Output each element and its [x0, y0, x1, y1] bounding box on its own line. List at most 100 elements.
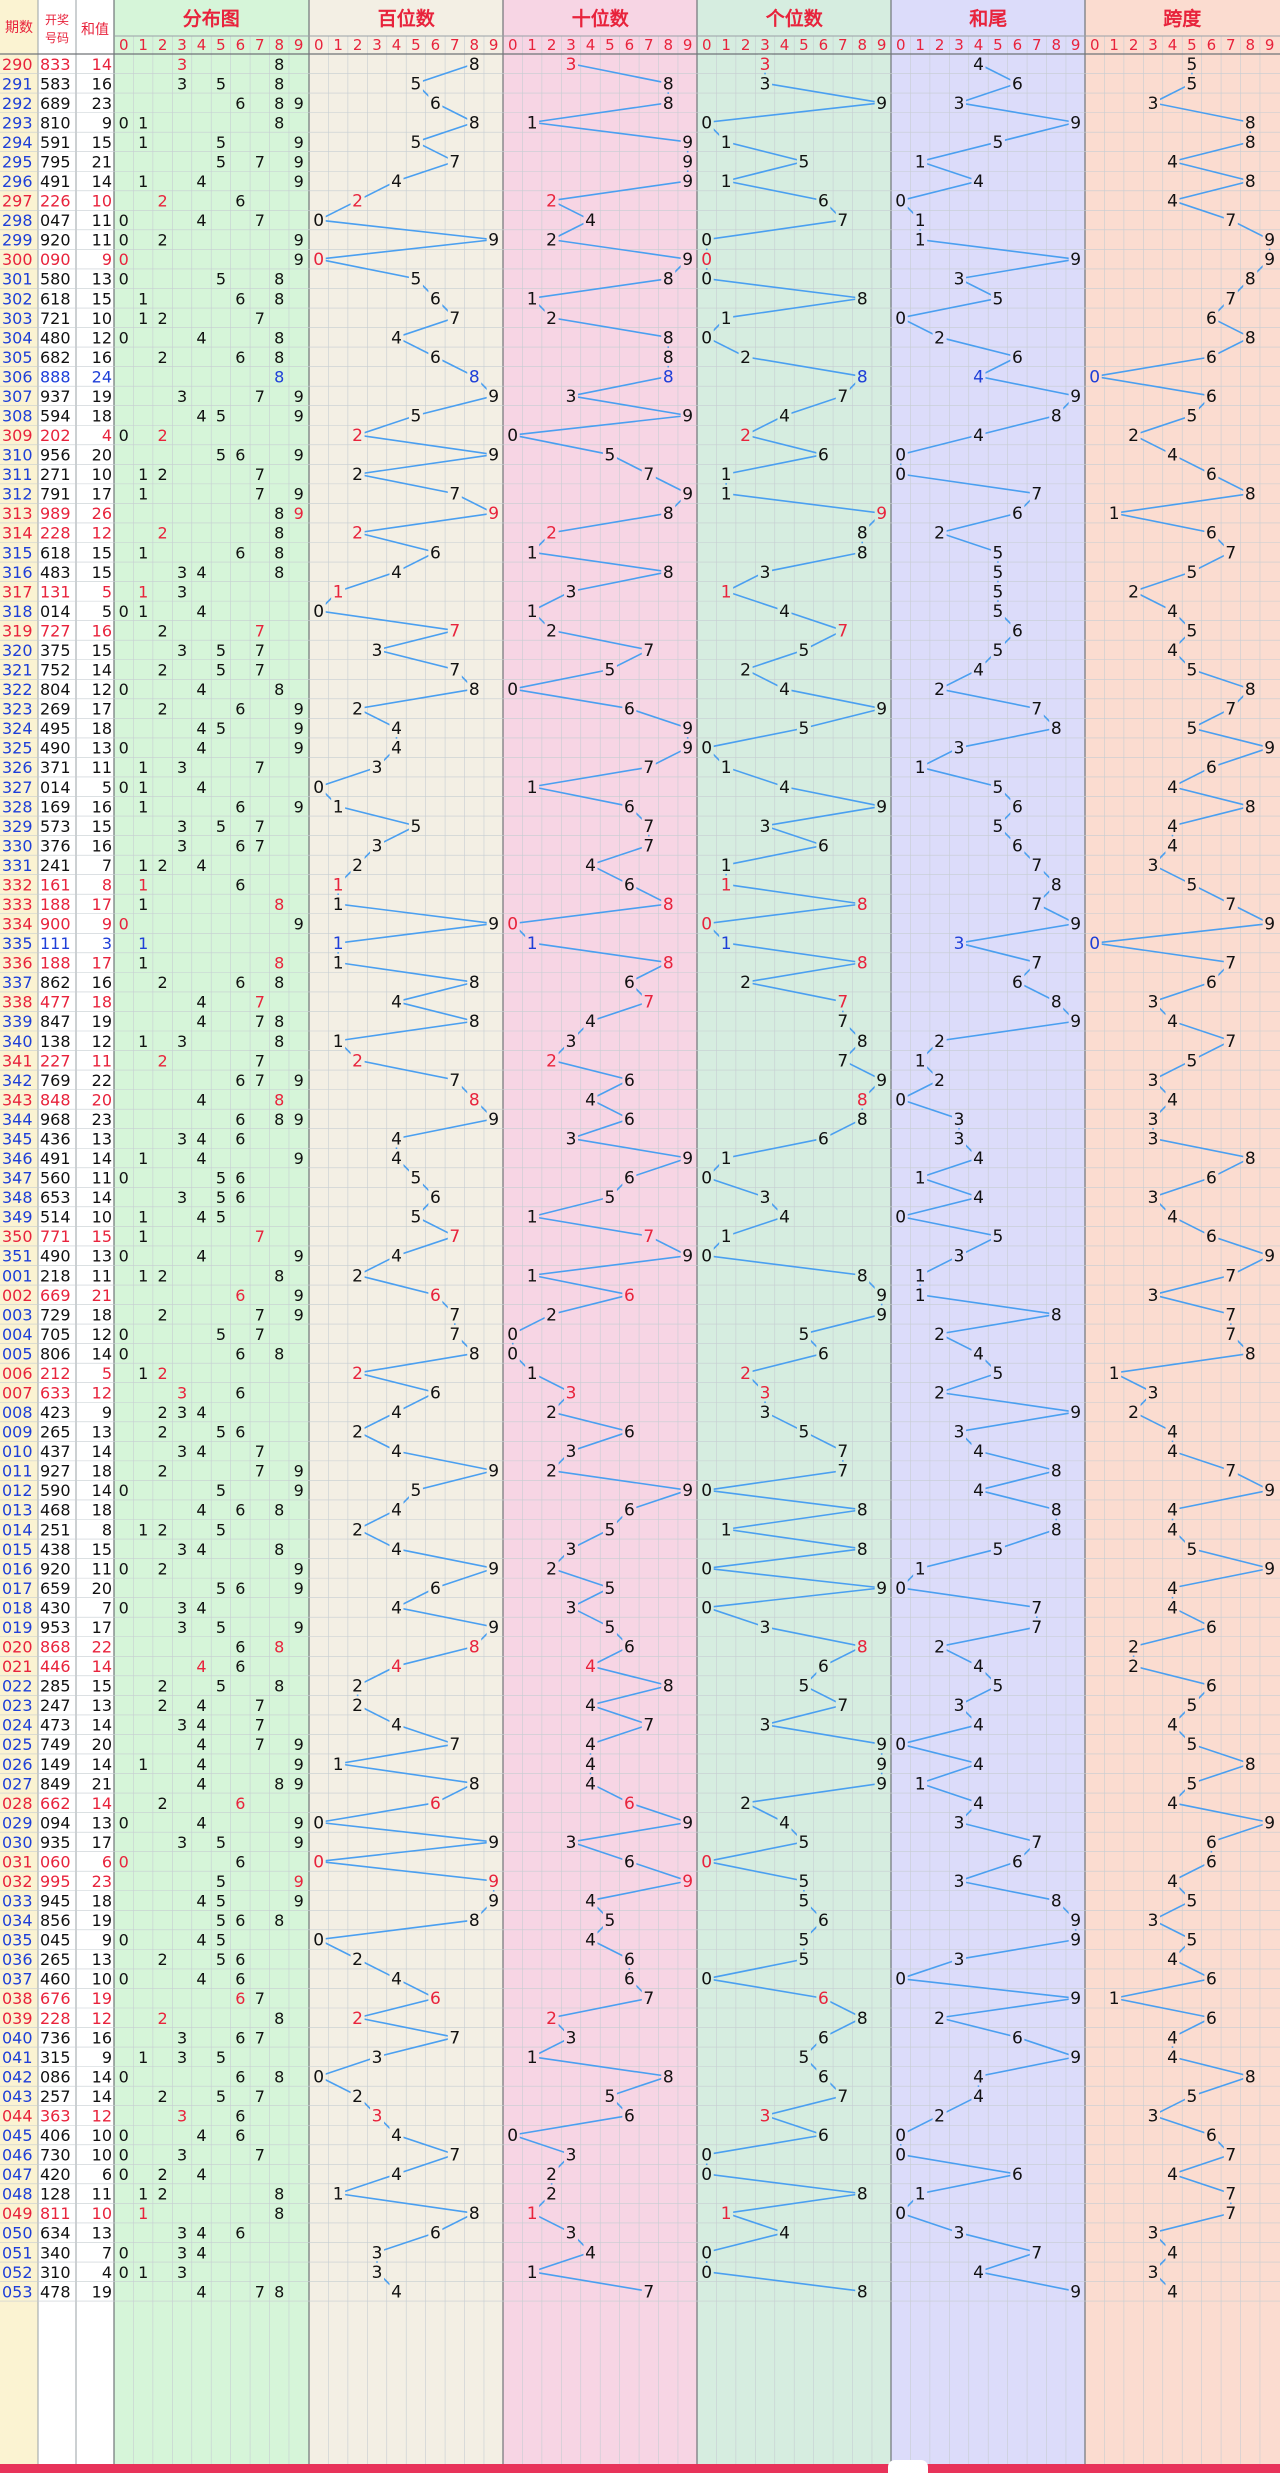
span-point: 6 [1206, 348, 1217, 368]
distribution-digit: 2 [158, 1520, 168, 1539]
tens-point: 4 [585, 1931, 596, 1951]
sumtail-point-bg [893, 191, 908, 210]
sum-value: 19 [92, 1989, 112, 2008]
period-label: 040 [2, 2028, 33, 2047]
digit-header: 2 [547, 36, 557, 54]
draw-number: 653 [40, 1188, 71, 1207]
sumtail-point: 1 [915, 231, 926, 251]
sumtail-point-bg [990, 1676, 1005, 1695]
hundreds-point-bg [350, 855, 365, 874]
sumtail-point-bg [971, 367, 986, 386]
units-point-bg [874, 797, 889, 816]
span-point-bg [1204, 1832, 1219, 1851]
hundreds-point: 3 [372, 641, 383, 661]
sumtail-point: 6 [1012, 1852, 1023, 1872]
sumtail-point-bg [913, 230, 928, 249]
tens-point: 6 [624, 1423, 635, 1443]
tens-point-bg [661, 328, 676, 347]
tens-point-bg [583, 1735, 598, 1754]
distribution-digit: 9 [294, 1481, 304, 1500]
hundreds-point: 3 [372, 836, 383, 856]
sumtail-point: 4 [973, 55, 984, 75]
distribution-digit: 9 [294, 1247, 304, 1266]
hundreds-point-bg [428, 93, 443, 112]
distribution-digit: 0 [119, 680, 129, 699]
distribution-digit: 1 [138, 582, 148, 601]
tens-point-bg [544, 1559, 559, 1578]
period-label: 020 [2, 1638, 33, 1657]
units-point-bg [835, 211, 850, 230]
distribution-digit: 0 [119, 778, 129, 797]
hundreds-point-bg [311, 2067, 326, 2086]
sumtail-point: 0 [895, 1579, 906, 1599]
span-point-bg [1165, 2047, 1180, 2066]
sumtail-point: 3 [954, 1110, 965, 1130]
draw-number: 560 [40, 1169, 71, 1188]
hundreds-point-bg [467, 367, 482, 386]
units-point-bg [796, 2047, 811, 2066]
sum-value: 16 [92, 74, 112, 93]
tens-point: 1 [527, 2263, 538, 2283]
hundreds-point: 4 [391, 1442, 402, 1462]
sum-value: 9 [102, 2048, 112, 2067]
draw-number: 634 [40, 2224, 71, 2243]
draw-number: 490 [40, 1247, 71, 1266]
tens-point: 6 [624, 875, 635, 895]
tens-point: 5 [605, 2087, 616, 2107]
period-label: 326 [2, 758, 33, 777]
distribution-digit: 1 [138, 797, 148, 816]
span-point-bg [1243, 484, 1258, 503]
sumtail-point: 5 [993, 817, 1004, 837]
tens-point: 0 [507, 1344, 518, 1364]
hundreds-point: 9 [488, 446, 499, 466]
hundreds-point-bg [428, 289, 443, 308]
scroll-handle[interactable] [888, 2460, 928, 2474]
tens-point-bg [505, 2126, 520, 2145]
sum-value: 14 [92, 661, 112, 680]
span-point: 4 [1167, 1208, 1178, 1228]
hundreds-point: 4 [391, 1540, 402, 1560]
units-point-bg [699, 2262, 714, 2281]
sum-value: 18 [92, 1462, 112, 1481]
units-point: 8 [857, 895, 868, 915]
hundreds-point: 9 [488, 231, 499, 251]
tens-point-bg [525, 289, 540, 308]
units-point: 5 [799, 1892, 810, 1912]
span-point: 7 [1225, 700, 1236, 720]
distribution-digit: 3 [177, 2224, 187, 2243]
span-point: 2 [1128, 1638, 1139, 1658]
tens-point: 0 [507, 915, 518, 935]
distribution-digit: 0 [119, 2067, 129, 2086]
draw-number: 491 [40, 172, 71, 191]
digit-header: 0 [119, 36, 129, 54]
sumtail-point-bg [913, 1168, 928, 1187]
span-point-bg [1165, 1207, 1180, 1226]
tens-point: 2 [546, 2165, 557, 2185]
span-point: 5 [1187, 621, 1198, 641]
sumtail-point: 1 [915, 1286, 926, 1306]
distribution-digit: 8 [274, 1911, 284, 1930]
hundreds-point: 6 [430, 1188, 441, 1208]
distribution-digit: 6 [235, 875, 245, 894]
sum-value: 7 [102, 1598, 112, 1617]
units-point: 8 [857, 1090, 868, 1110]
sumtail-point-bg [893, 445, 908, 464]
distribution-digit: 0 [119, 1970, 129, 1989]
distribution-digit: 8 [274, 1540, 284, 1559]
units-point: 9 [876, 1305, 887, 1325]
distribution-digit: 8 [274, 270, 284, 289]
distribution-digit: 8 [274, 563, 284, 582]
span-point-bg [1146, 2106, 1161, 2125]
tens-point-bg [583, 855, 598, 874]
draw-number: 618 [40, 543, 71, 562]
tens-point: 2 [546, 1305, 557, 1325]
span-point: 7 [1225, 289, 1236, 309]
hundreds-point: 1 [333, 1032, 344, 1052]
hundreds-point-bg [467, 1637, 482, 1656]
distribution-digit: 0 [119, 1247, 129, 1266]
draw-number: 920 [40, 1559, 71, 1578]
period-label: 327 [2, 778, 33, 797]
hundreds-point-bg [447, 621, 462, 640]
span-point: 3 [1148, 94, 1159, 114]
distribution-digit: 5 [216, 133, 226, 152]
